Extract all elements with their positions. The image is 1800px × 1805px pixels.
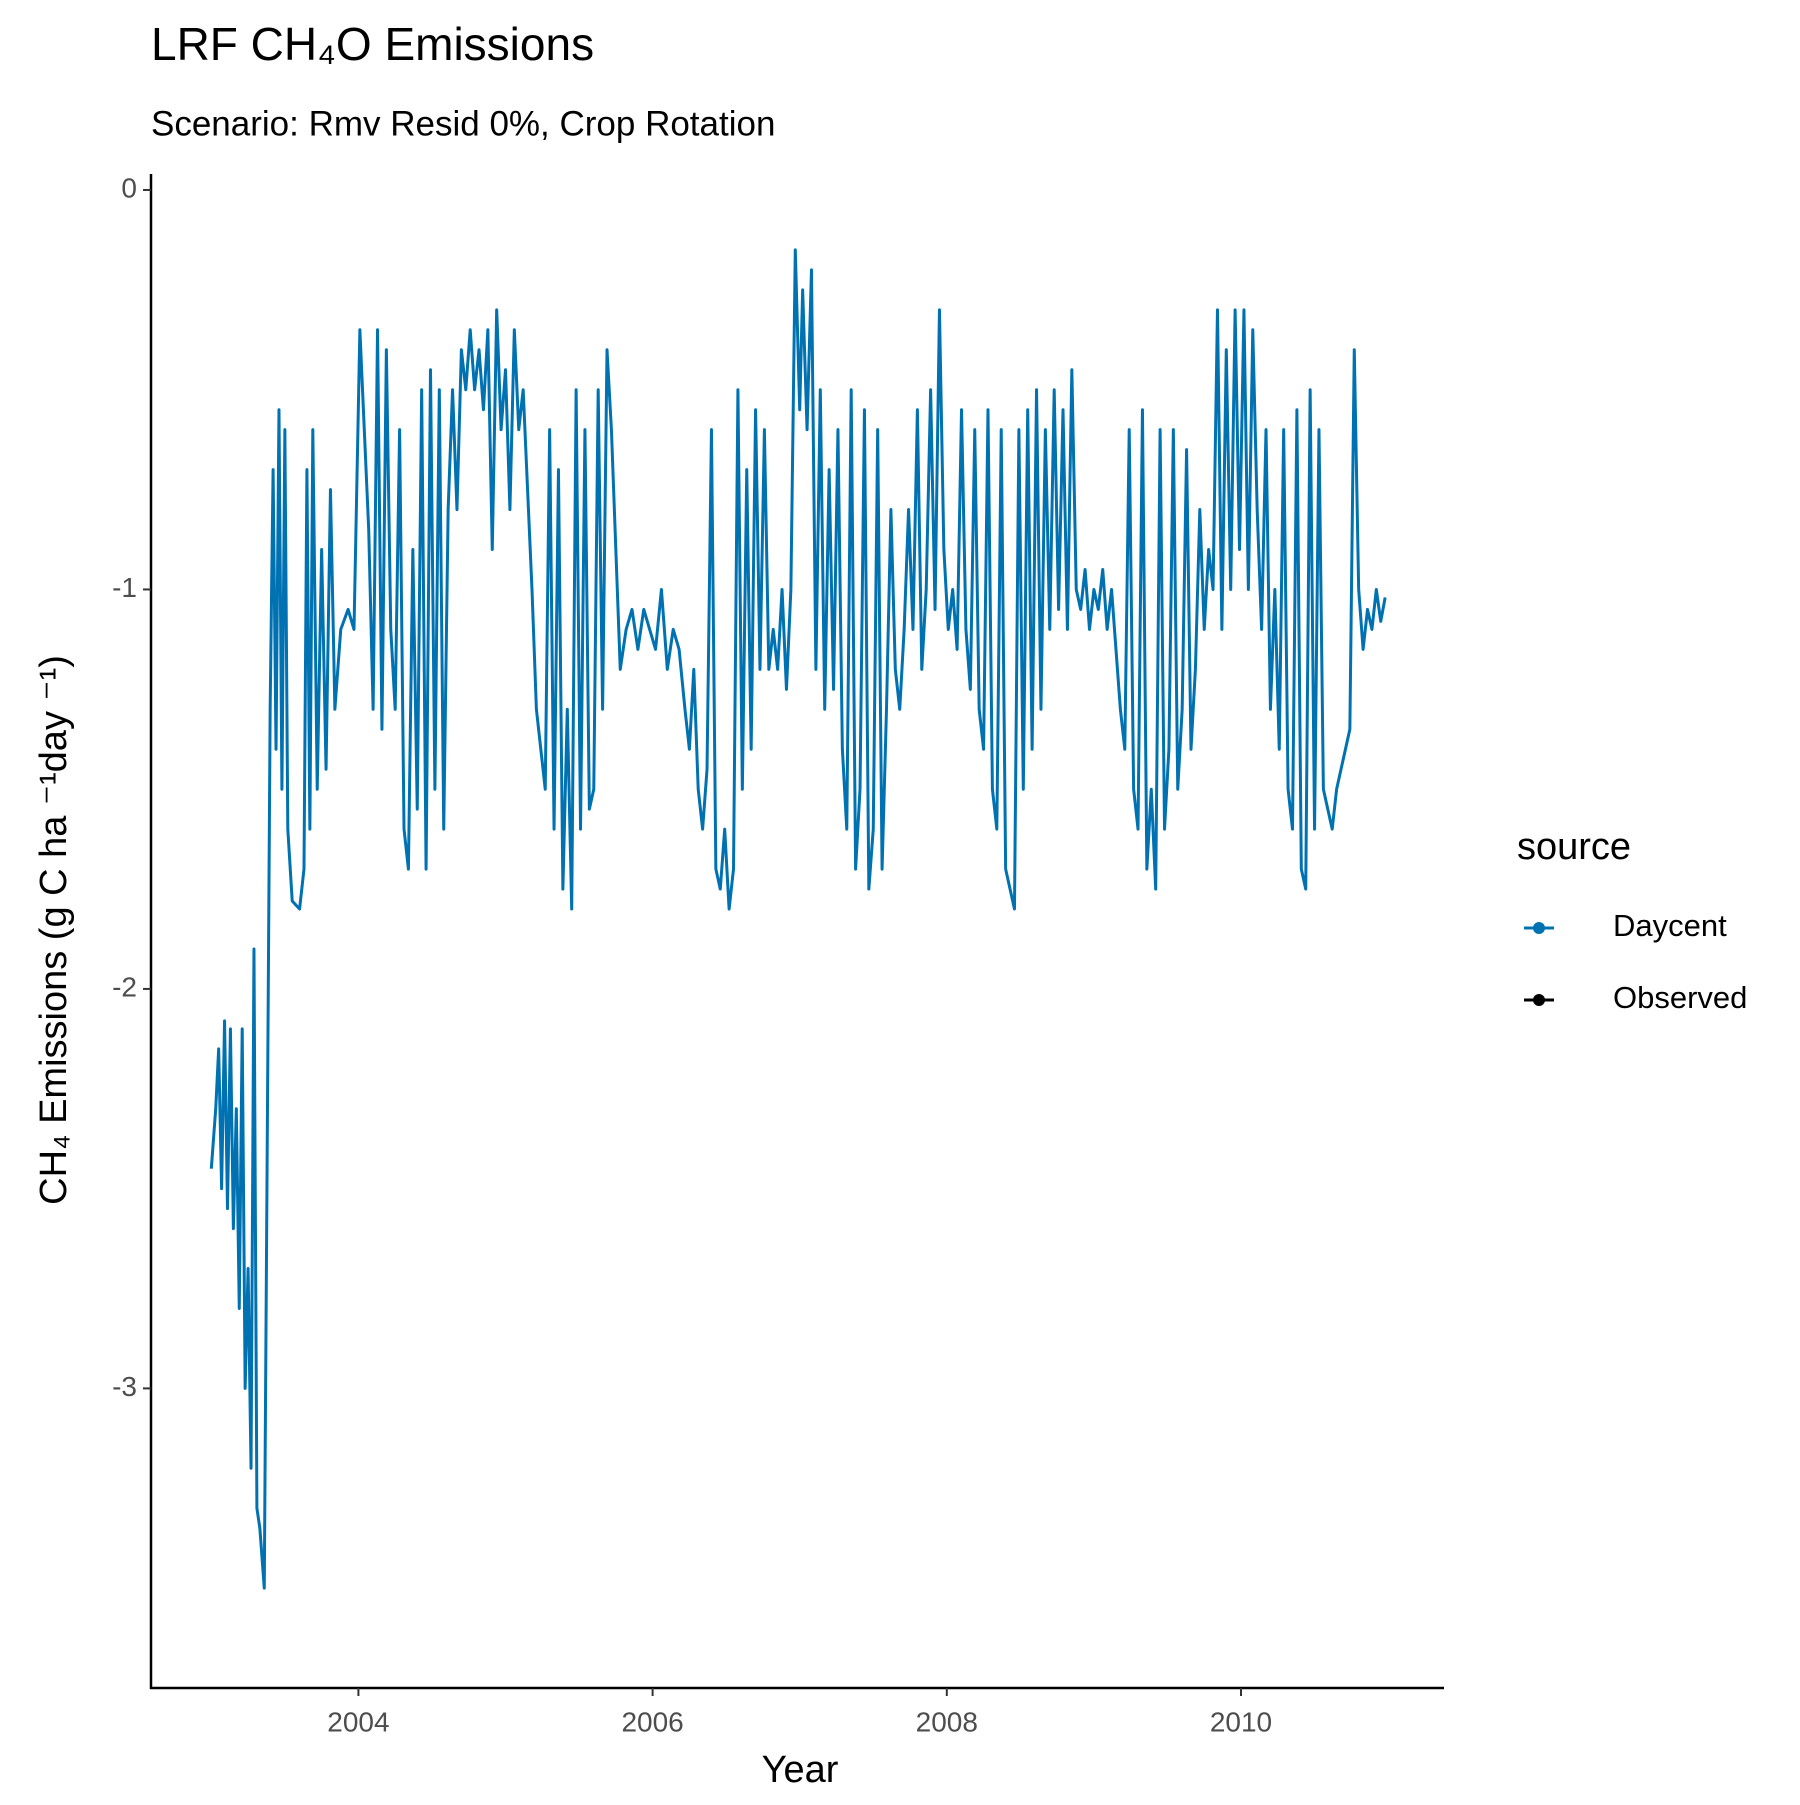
y-axis-title: CH₄ Emissions (g C ha ⁻¹day ⁻¹) <box>33 655 75 1205</box>
x-axis-title: Year <box>762 1749 839 1791</box>
data-line <box>209 248 1387 1590</box>
y-tick-label: -3 <box>112 1371 137 1402</box>
y-tick-label: -1 <box>112 572 137 603</box>
x-tick-label: 2010 <box>1210 1706 1272 1737</box>
legend-label: Observed <box>1613 980 1747 1015</box>
legend-dot <box>1533 922 1545 934</box>
x-tick-label: 2006 <box>621 1706 683 1737</box>
legend-title: source <box>1517 826 1631 868</box>
y-tick-label: 0 <box>121 172 137 203</box>
chart-subtitle: Scenario: Rmv Resid 0%, Crop Rotation <box>151 104 775 143</box>
legend-label: Daycent <box>1613 908 1727 943</box>
legend-dot <box>1533 994 1545 1006</box>
x-tick-label: 2004 <box>327 1706 389 1737</box>
y-tick-label: -2 <box>112 971 137 1002</box>
chart-title: LRF CH₄O Emissions <box>151 18 594 70</box>
x-tick-label: 2008 <box>916 1706 978 1737</box>
